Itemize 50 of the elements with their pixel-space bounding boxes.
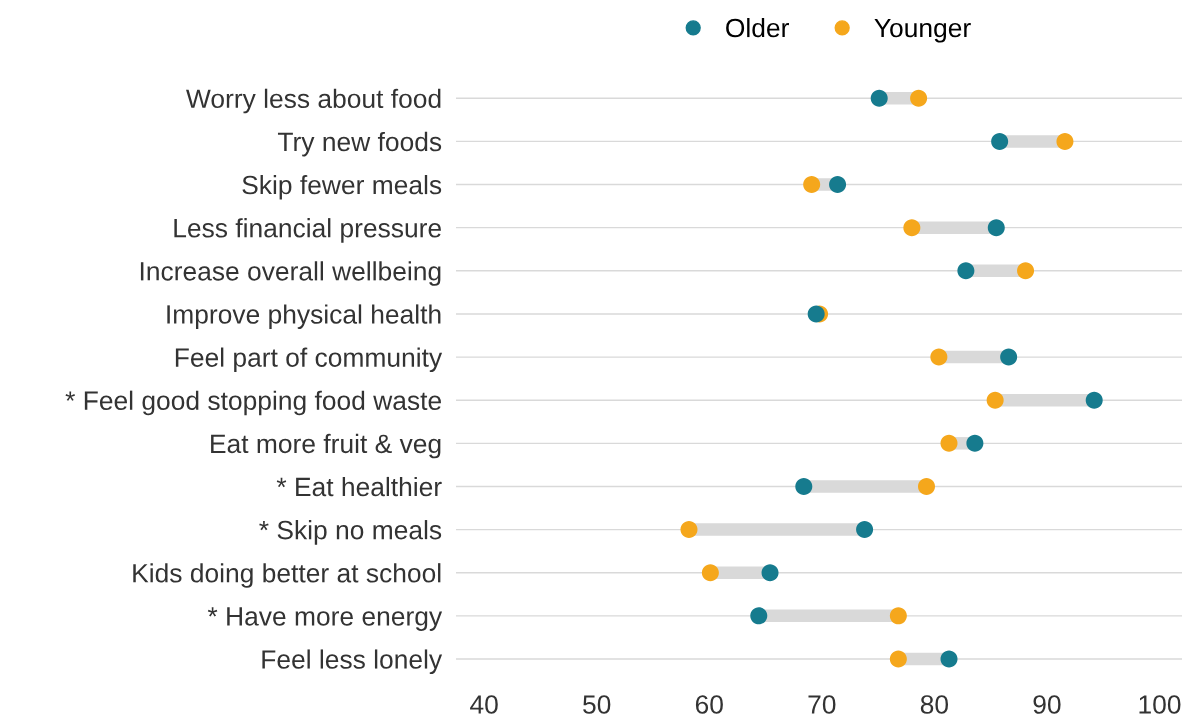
point <box>750 607 768 625</box>
point <box>986 391 1004 409</box>
point <box>701 564 719 582</box>
point <box>910 89 928 107</box>
y-tick-label: Improve physical health <box>167 304 441 329</box>
x-tick-label: 100 <box>1139 695 1181 714</box>
point <box>940 650 958 668</box>
point <box>917 477 935 495</box>
point <box>1017 262 1035 280</box>
point <box>807 305 825 323</box>
point <box>966 434 984 452</box>
legend-label: Younger <box>874 18 971 43</box>
point <box>940 434 958 452</box>
point <box>761 564 779 582</box>
x-tick-label: 90 <box>1033 695 1061 714</box>
point <box>870 89 888 107</box>
legend-label: Older <box>726 17 789 38</box>
x-tick-label: 40 <box>470 695 498 714</box>
y-tick-label: Feel part of community <box>175 347 443 373</box>
y-tick-label: Less financial pressure <box>174 218 441 243</box>
point <box>856 521 874 539</box>
point <box>930 348 948 366</box>
y-tick-label: Feel less lonely <box>262 649 443 675</box>
point <box>1056 132 1074 150</box>
y-tick-label: Try new foods <box>277 131 442 157</box>
point <box>957 262 975 280</box>
y-tick-label: Skip fewer meals <box>242 174 442 200</box>
x-tick-label: 70 <box>808 695 836 714</box>
point <box>987 219 1005 237</box>
y-tick-label: Kids doing better at school <box>133 563 441 588</box>
y-tick-label: * Feel good stopping food waste <box>65 390 441 416</box>
point <box>1000 348 1018 366</box>
point <box>680 521 698 539</box>
y-tick-label: * Have more energy <box>207 607 443 631</box>
point <box>803 176 821 194</box>
y-tick-label: * Eat healthier <box>276 476 442 497</box>
point <box>991 132 1009 150</box>
y-tick-label: Increase overall wellbeing <box>140 261 441 286</box>
point <box>903 219 921 237</box>
x-tick-label: 50 <box>583 695 611 714</box>
point <box>889 607 907 625</box>
point <box>889 650 907 668</box>
y-tick-label: Eat more fruit & veg <box>211 433 441 459</box>
point <box>1085 391 1103 409</box>
x-tick-label: 60 <box>695 695 723 714</box>
y-tick-label: * Skip no meals <box>259 520 442 545</box>
point <box>829 176 847 194</box>
x-tick-label: 80 <box>920 695 949 714</box>
y-tick-label: Worry less about food <box>186 88 441 114</box>
point <box>795 477 813 495</box>
